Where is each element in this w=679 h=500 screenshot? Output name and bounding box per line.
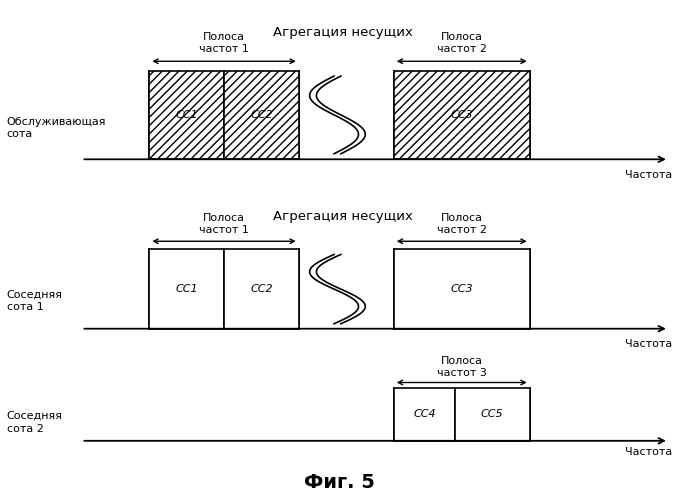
Bar [224,70,299,160]
Bar [224,250,299,328]
Text: CC3: CC3 [450,110,473,120]
Text: Частота: Частота [625,448,672,458]
Bar [149,70,224,160]
Text: Полоса
частот 3: Полоса частот 3 [437,356,487,378]
Bar [394,250,530,328]
Bar [149,250,224,328]
Text: Соседняя
сота 2: Соседняя сота 2 [7,411,62,434]
Text: CC1: CC1 [175,110,198,120]
Text: CC2: CC2 [250,110,273,120]
Bar [455,388,530,441]
Text: CC2: CC2 [250,284,273,294]
Bar [394,70,530,160]
Text: Полоса
частот 2: Полоса частот 2 [437,213,487,234]
Text: Фиг. 5: Фиг. 5 [304,474,375,492]
Text: Частота: Частота [625,338,672,348]
Text: Полоса
частот 2: Полоса частот 2 [437,32,487,54]
Text: Соседняя
сота 1: Соседняя сота 1 [7,290,62,312]
Bar [224,70,299,160]
Bar [394,388,455,441]
Text: CC5: CC5 [481,410,504,420]
Text: Полоса
частот 1: Полоса частот 1 [199,213,249,234]
Text: CC3: CC3 [450,284,473,294]
Text: Агрегация несущих: Агрегация несущих [273,210,413,223]
Bar [394,70,530,160]
Text: CC4: CC4 [413,410,436,420]
Text: Полоса
частот 1: Полоса частот 1 [199,32,249,54]
Text: Частота: Частота [625,170,672,180]
Bar [149,70,224,160]
Text: Агрегация несущих: Агрегация несущих [273,26,413,39]
Text: CC1: CC1 [175,284,198,294]
Text: Обслуживающая
сота: Обслуживающая сота [7,117,107,140]
